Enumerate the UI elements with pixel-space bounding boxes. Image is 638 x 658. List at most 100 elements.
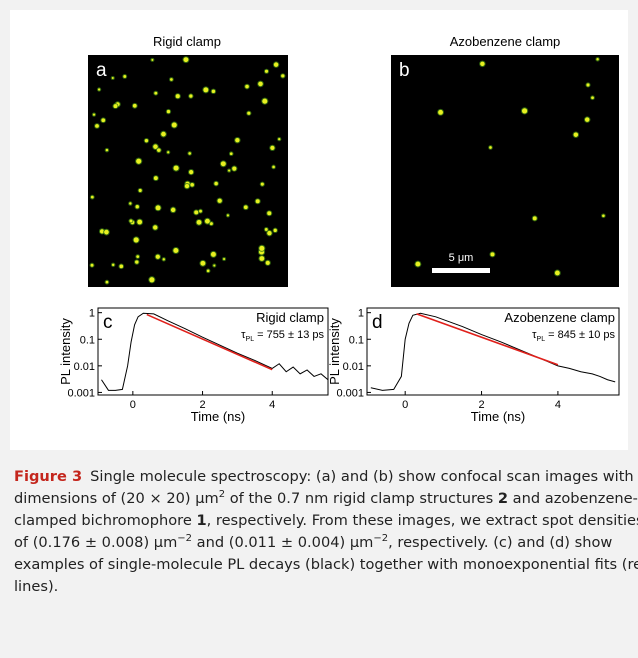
data-line xyxy=(370,312,616,391)
spot xyxy=(129,202,132,205)
spot xyxy=(591,96,594,100)
y-tick-label: 1 xyxy=(358,308,364,320)
spot xyxy=(532,216,537,221)
y-axis-label: PL intensity xyxy=(58,318,73,385)
caption-sup: −2 xyxy=(373,533,389,545)
spot xyxy=(203,87,209,93)
tau-part: PL xyxy=(246,336,255,343)
spot xyxy=(586,83,590,87)
spot xyxy=(132,103,137,108)
spot xyxy=(97,88,101,91)
x-tick-label: 0 xyxy=(402,399,408,411)
spot xyxy=(213,264,216,267)
tau-annotation: τPL = 755 ± 13 ps xyxy=(241,329,324,343)
spot xyxy=(123,75,127,78)
y-tick-label: 1 xyxy=(89,308,95,320)
spot xyxy=(438,109,443,115)
spot xyxy=(129,219,133,223)
spot xyxy=(259,256,265,261)
spot xyxy=(199,209,202,213)
tau-part: τ xyxy=(532,329,537,341)
x-axis-label: Time (ns) xyxy=(471,409,525,424)
spot xyxy=(162,258,165,261)
caption-text: , respectively. (c) and (d) show example… xyxy=(14,534,638,595)
spot xyxy=(206,269,210,273)
spots xyxy=(414,57,606,277)
spot xyxy=(194,210,199,215)
panel-label: a xyxy=(96,60,107,81)
spot xyxy=(415,261,421,267)
spot xyxy=(264,69,269,73)
spot xyxy=(211,89,216,94)
spot xyxy=(101,118,106,123)
data-line xyxy=(101,312,329,391)
caption-bold: 2 xyxy=(497,490,509,507)
spot xyxy=(137,219,143,225)
caption-text: Single molecule spectroscopy: (a) and (b… xyxy=(14,468,634,507)
panel-title: Azobenzene clamp xyxy=(450,34,561,49)
figure: Rigid clamp Azobenzene clamp a b 5 μm 0.… xyxy=(10,10,628,450)
spot xyxy=(214,181,218,186)
spot xyxy=(170,78,173,81)
spot xyxy=(270,145,275,150)
confocal-image xyxy=(88,55,288,287)
spot xyxy=(204,218,210,224)
spot xyxy=(95,124,99,128)
tau-part: = 845 ± 10 ps xyxy=(548,329,615,341)
y-tick-label: 0.01 xyxy=(74,361,95,373)
tau-part: = 755 ± 13 ps xyxy=(257,329,324,341)
spot xyxy=(243,205,248,210)
spot xyxy=(105,280,109,284)
spot xyxy=(209,222,213,226)
spot xyxy=(584,117,590,122)
spot xyxy=(105,148,109,152)
spot xyxy=(111,76,114,80)
tau-part: τ xyxy=(241,329,246,341)
spot xyxy=(229,152,233,156)
spot xyxy=(272,165,275,169)
spot xyxy=(92,113,96,116)
spot xyxy=(153,144,158,149)
tau-part: PL xyxy=(537,336,546,343)
spot xyxy=(226,214,230,217)
spot xyxy=(104,229,109,235)
spot xyxy=(265,260,270,265)
spot xyxy=(135,260,139,264)
spot xyxy=(260,182,264,186)
plot-frame xyxy=(97,307,329,396)
y-tick-label: 0.001 xyxy=(67,387,95,399)
spot xyxy=(144,138,149,143)
spot xyxy=(281,74,285,78)
spot xyxy=(157,148,161,152)
spot xyxy=(189,170,194,175)
y-tick-label: 0.1 xyxy=(80,334,95,346)
fit-line xyxy=(416,313,559,366)
y-axis-label: PL intensity xyxy=(327,318,342,385)
spot xyxy=(190,182,194,187)
panel-label: c xyxy=(103,312,113,333)
spot xyxy=(170,207,176,213)
panel-title: Rigid clamp xyxy=(153,34,221,49)
spot xyxy=(167,151,170,154)
spot xyxy=(183,57,189,63)
spot xyxy=(90,263,94,267)
spot xyxy=(273,228,277,233)
caption: Figure 3 Single molecule spectroscopy: (a… xyxy=(14,466,638,598)
y-tick-label: 0.1 xyxy=(349,334,364,346)
spot xyxy=(217,198,222,203)
fit-line xyxy=(146,313,273,371)
caption-bold: 1 xyxy=(196,512,207,529)
spot xyxy=(111,263,115,267)
plot-frame xyxy=(366,307,620,396)
spot xyxy=(267,211,272,216)
spot xyxy=(184,183,190,189)
spot xyxy=(173,247,179,254)
spot xyxy=(113,104,118,109)
spot xyxy=(90,195,94,199)
x-tick-label: 2 xyxy=(478,399,484,411)
spot xyxy=(136,158,142,164)
spot xyxy=(259,245,265,251)
spot xyxy=(228,169,231,172)
spot xyxy=(273,62,279,67)
